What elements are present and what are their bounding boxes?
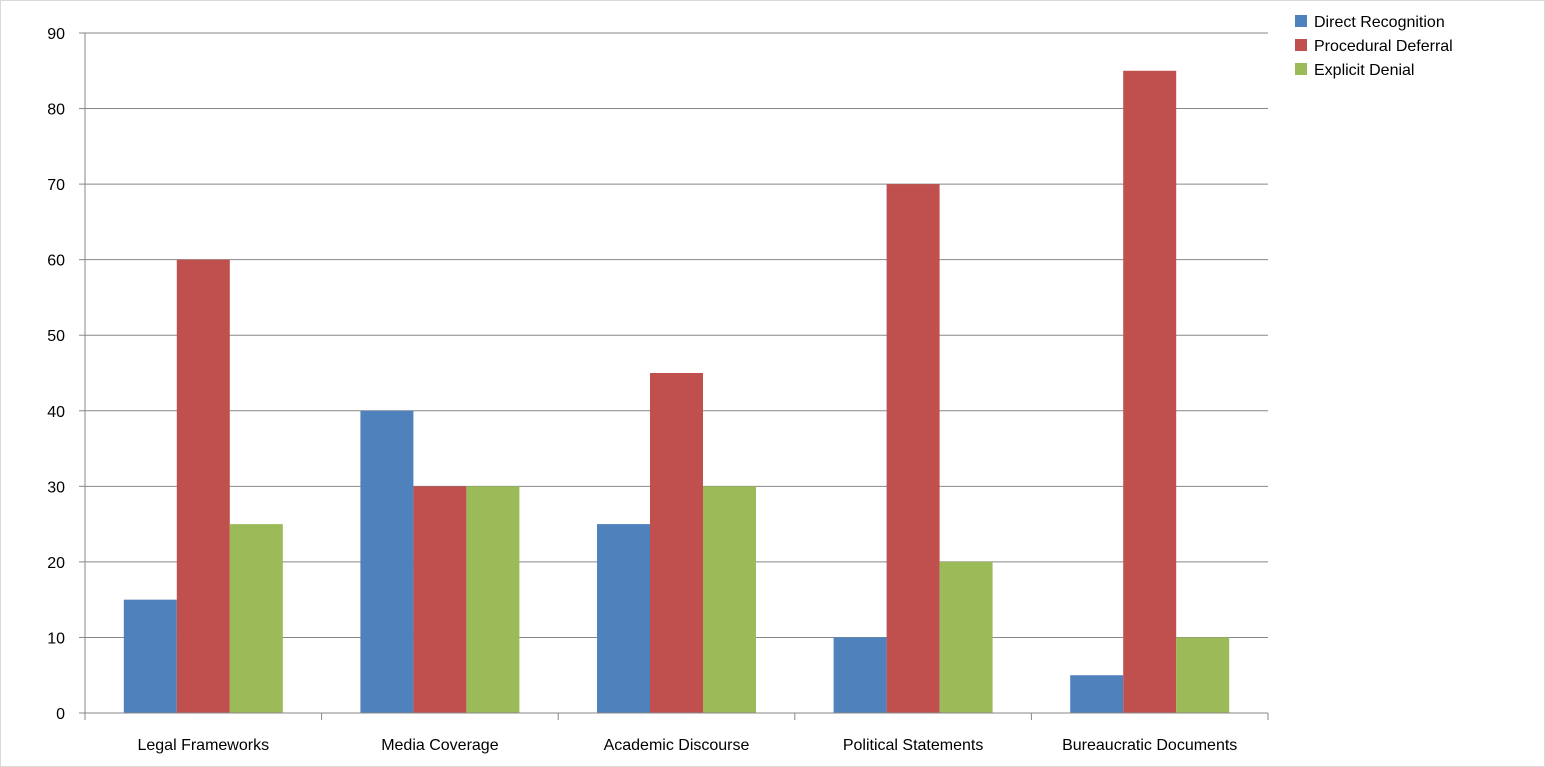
x-tick-label-academic-discourse: Academic Discourse — [604, 737, 750, 754]
y-tick-labels: 0 10 20 30 40 50 60 70 80 90 — [47, 26, 65, 723]
legend-swatch-explicit-denial — [1295, 63, 1307, 75]
bar-explicit-denial-media-coverage — [466, 486, 520, 713]
axes — [79, 32, 1269, 720]
x-tick-label-legal-frameworks: Legal Frameworks — [137, 737, 269, 754]
y-tick-label: 20 — [47, 555, 65, 572]
x-tick-labels: Legal Frameworks Media Coverage Academic D… — [137, 737, 1237, 754]
bar-explicit-denial-legal-frameworks — [229, 524, 283, 713]
y-tick-label: 60 — [47, 253, 65, 270]
y-tick-label: 0 — [56, 706, 65, 723]
bar-procedural-deferral-academic-discourse — [650, 373, 703, 713]
bar-procedural-deferral-political-statements — [886, 184, 940, 714]
legend-swatch-direct-recognition — [1295, 15, 1307, 27]
bar-explicit-denial-bureaucratic-documents — [1176, 637, 1230, 713]
bar-explicit-denial-political-statements — [939, 561, 993, 713]
y-tick-label: 30 — [47, 479, 65, 496]
legend-label-direct-recognition: Direct Recognition — [1314, 14, 1445, 31]
bar-procedural-deferral-bureaucratic-documents — [1123, 70, 1177, 714]
bar-direct-recognition-academic-discourse — [597, 524, 650, 713]
bar-procedural-deferral-media-coverage — [413, 486, 467, 713]
y-tick-label: 10 — [47, 630, 65, 647]
x-tick-label-bureaucratic-documents: Bureaucratic Documents — [1062, 737, 1237, 754]
y-tick-label: 80 — [47, 102, 65, 119]
y-tick-label: 40 — [47, 404, 65, 421]
bar-procedural-deferral-legal-frameworks — [176, 259, 230, 713]
bar-direct-recognition-bureaucratic-documents — [1070, 675, 1124, 713]
bar-explicit-denial-academic-discourse — [703, 486, 756, 713]
y-tick-label: 70 — [47, 177, 65, 194]
legend-swatch-procedural-deferral — [1295, 39, 1307, 51]
bar-direct-recognition-political-statements — [833, 637, 887, 713]
x-tick-label-political-statements: Political Statements — [843, 737, 984, 754]
legend-label-procedural-deferral: Procedural Deferral — [1314, 38, 1453, 55]
legend: Direct Recognition Procedural Deferral Exp… — [1295, 14, 1453, 79]
bars — [123, 70, 1230, 714]
legend-label-explicit-denial: Explicit Denial — [1314, 62, 1414, 79]
y-tick-label: 90 — [47, 26, 65, 43]
y-tick-label: 50 — [47, 328, 65, 345]
x-tick-label-media-coverage: Media Coverage — [381, 737, 499, 754]
bar-direct-recognition-legal-frameworks — [123, 599, 177, 713]
bar-direct-recognition-media-coverage — [360, 410, 414, 713]
